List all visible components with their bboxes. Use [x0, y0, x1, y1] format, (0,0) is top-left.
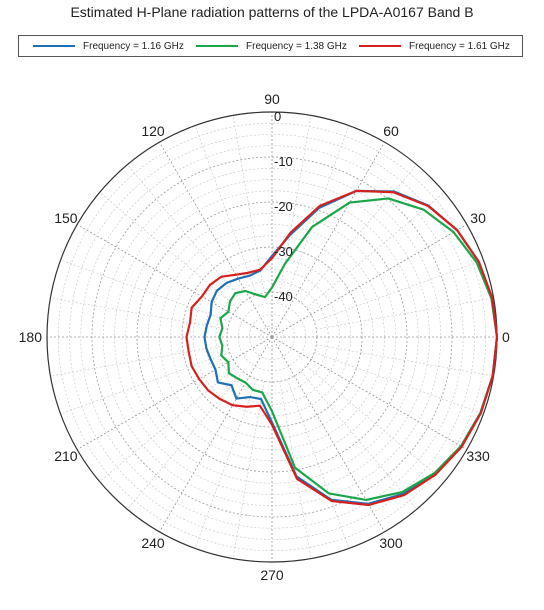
- radial-tick-label: -40: [274, 289, 293, 304]
- radial-grid-circle: [147, 212, 397, 462]
- angular-grid-spoke-minor: [194, 125, 257, 295]
- angular-grid-spoke-major: [271, 336, 468, 450]
- angular-grid-spoke-major: [159, 141, 273, 338]
- angular-grid-spoke-minor: [314, 259, 484, 322]
- radial-tick-label: -30: [274, 244, 293, 259]
- angular-grid-spoke-minor: [306, 365, 445, 482]
- radial-grid-circle: [80, 145, 464, 529]
- legend-entry-1.38ghz: Frequency = 1.38 GHz: [196, 36, 347, 56]
- legend-swatch-1.61ghz: [359, 45, 401, 47]
- angle-tick-label: 30: [470, 210, 486, 226]
- angular-grid-spoke-minor: [50, 344, 228, 377]
- angular-grid-spoke-minor: [287, 379, 350, 549]
- radial-grid-circle: [204, 269, 340, 405]
- angular-grid-spoke-major: [76, 224, 273, 338]
- angular-grid-spoke-minor: [316, 344, 494, 377]
- legend-entry-1.16ghz: Frequency = 1.16 GHz: [33, 36, 184, 56]
- radial-grid-circle: [125, 190, 419, 484]
- angle-tick-label: 240: [141, 535, 165, 551]
- angular-grid-spoke-minor: [232, 381, 265, 559]
- angular-grid-spoke-minor: [60, 352, 230, 415]
- radial-tick-label: -20: [274, 199, 293, 214]
- radial-grid-circle: [69, 134, 475, 540]
- series-line-1: [218, 197, 499, 501]
- angular-grid-spoke-minor: [50, 297, 228, 330]
- angular-grid-spoke-minor: [279, 381, 312, 559]
- angle-tick-label: 150: [54, 210, 78, 226]
- angle-tick-label: 90: [264, 91, 280, 107]
- angular-grid-spoke-major: [159, 336, 273, 533]
- angle-tick-label: 300: [379, 535, 403, 551]
- angle-tick-label: 330: [466, 448, 490, 464]
- angular-grid-spoke-minor: [316, 297, 494, 330]
- legend-swatch-1.16ghz: [33, 45, 75, 47]
- angle-tick-label: 270: [260, 567, 284, 583]
- angle-tick-label: 120: [141, 123, 165, 139]
- angular-grid-spoke-minor: [60, 259, 230, 322]
- angular-grid-spoke-major: [76, 336, 273, 450]
- angle-tick-label: 60: [383, 123, 399, 139]
- radial-grid-circle: [192, 257, 352, 417]
- radial-grid-circle: [136, 201, 408, 473]
- angle-tick-label: 210: [54, 448, 78, 464]
- radial-grid-circle: [249, 314, 295, 360]
- angular-grid-spoke-major: [271, 141, 385, 338]
- angular-grid-spoke-minor: [127, 371, 244, 510]
- legend: Frequency = 1.16 GHz Frequency = 1.38 GH…: [18, 35, 523, 57]
- angular-grid-spoke-minor: [194, 379, 257, 549]
- legend-entry-1.61ghz: Frequency = 1.61 GHz: [359, 36, 510, 56]
- angular-grid-spoke-minor: [232, 115, 265, 293]
- legend-swatch-1.38ghz: [196, 45, 238, 47]
- angular-grid-spoke-major: [271, 224, 468, 338]
- radial-tick-label: -10: [274, 154, 293, 169]
- series-line-2: [185, 189, 499, 507]
- legend-label-1.38ghz: Frequency = 1.38 GHz: [246, 40, 347, 52]
- angle-tick-label: 0: [502, 329, 510, 345]
- angular-grid-spoke-minor: [300, 164, 417, 303]
- radial-grid-circle: [260, 325, 284, 349]
- chart-title: Estimated H-Plane radiation patterns of …: [70, 4, 474, 20]
- legend-label-1.61ghz: Frequency = 1.61 GHz: [409, 40, 510, 52]
- radial-tick-label: 0: [274, 109, 281, 124]
- angle-tick-label: 180: [19, 329, 43, 345]
- angular-grid-spoke-minor: [314, 352, 484, 415]
- legend-label-1.16ghz: Frequency = 1.16 GHz: [83, 40, 184, 52]
- angular-grid-spoke-major: [271, 336, 385, 533]
